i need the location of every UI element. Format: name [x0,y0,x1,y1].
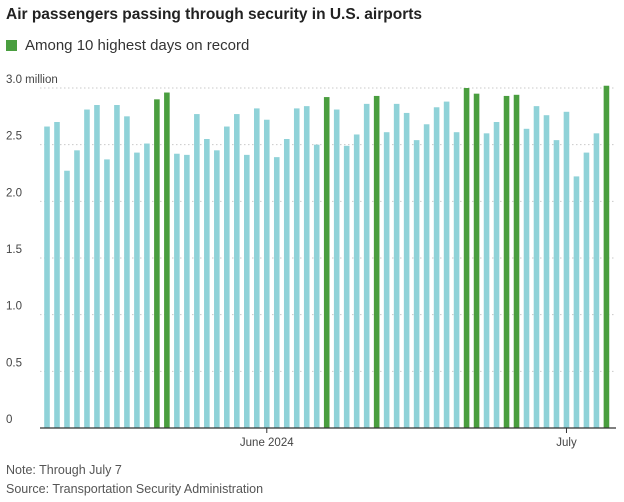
bar-25 [293,108,300,429]
bar-26 [303,106,310,428]
bar-6 [104,159,110,428]
bar-13 [174,153,180,429]
y-tick-label-5: 2.5 [6,131,22,143]
bar-9 [134,152,140,428]
bar-54 [583,152,590,428]
bar-41 [453,132,460,428]
bar-31 [353,134,360,428]
legend-swatch-highlight [6,40,17,51]
bar-55 [593,133,600,428]
bar-39 [433,107,440,429]
bar-49 [533,106,540,428]
bar-18 [224,126,230,428]
bar-27 [313,144,320,429]
bar-35 [393,103,400,429]
bar-3 [74,150,80,428]
bar-32 [363,103,370,429]
y-tick-label-0: 0 [6,414,12,426]
bar-33 [373,95,380,429]
bar-16 [204,139,210,428]
bar-36 [403,112,410,429]
bar-45 [493,122,500,428]
y-tick-label-1: 0.5 [6,357,22,369]
chart-note: Note: Through July 7 [6,463,122,477]
bar-0 [44,126,50,428]
bar-14 [184,154,190,428]
bar-5 [94,105,100,428]
bar-10 [144,143,150,428]
bar-52 [563,111,570,429]
bar-20 [244,154,250,428]
bar-chart: 0 0.5 1.0 1.5 2.0 2.5 3.0 million June 2024 July [6,74,616,449]
bar-28 [323,97,330,428]
x-tick-label-0: June 2024 [240,437,294,449]
bar-1 [54,122,60,428]
bar-53 [573,176,580,428]
bar-56 [603,85,610,428]
bar-11 [154,99,160,428]
bar-12 [164,92,170,428]
bar-44 [483,133,490,428]
bar-2 [64,170,70,429]
legend-label-highlight: Among 10 highest days on record [25,37,250,54]
bar-17 [214,150,220,428]
legend: Among 10 highest days on record [6,37,249,54]
bar-46 [503,95,510,429]
chart-title: Air passengers passing through security … [6,6,423,23]
bar-8 [124,116,130,428]
bar-24 [283,139,290,428]
bar-30 [343,145,350,429]
bar-21 [253,108,260,429]
bar-51 [553,140,560,428]
bar-47 [513,94,520,429]
x-tick-label-1: July [556,437,577,449]
bar-4 [84,109,90,428]
y-tick-label-4: 2.0 [6,187,22,199]
bar-40 [443,101,450,428]
y-tick-label-6: 3.0 million [6,74,58,86]
chart-source: Source: Transportation Security Administ… [6,482,264,496]
bar-50 [543,115,550,428]
bar-7 [114,105,120,428]
bar-42 [463,88,470,428]
bar-48 [523,128,530,429]
bar-43 [473,93,480,429]
bar-15 [194,114,200,428]
bar-37 [413,140,420,428]
y-tick-label-3: 1.5 [6,244,22,256]
bar-29 [333,109,340,428]
bar-34 [383,132,390,428]
bar-19 [234,114,240,428]
bar-38 [423,124,430,429]
bar-22 [263,119,270,428]
y-tick-label-2: 1.0 [6,301,22,313]
bar-23 [273,157,280,428]
